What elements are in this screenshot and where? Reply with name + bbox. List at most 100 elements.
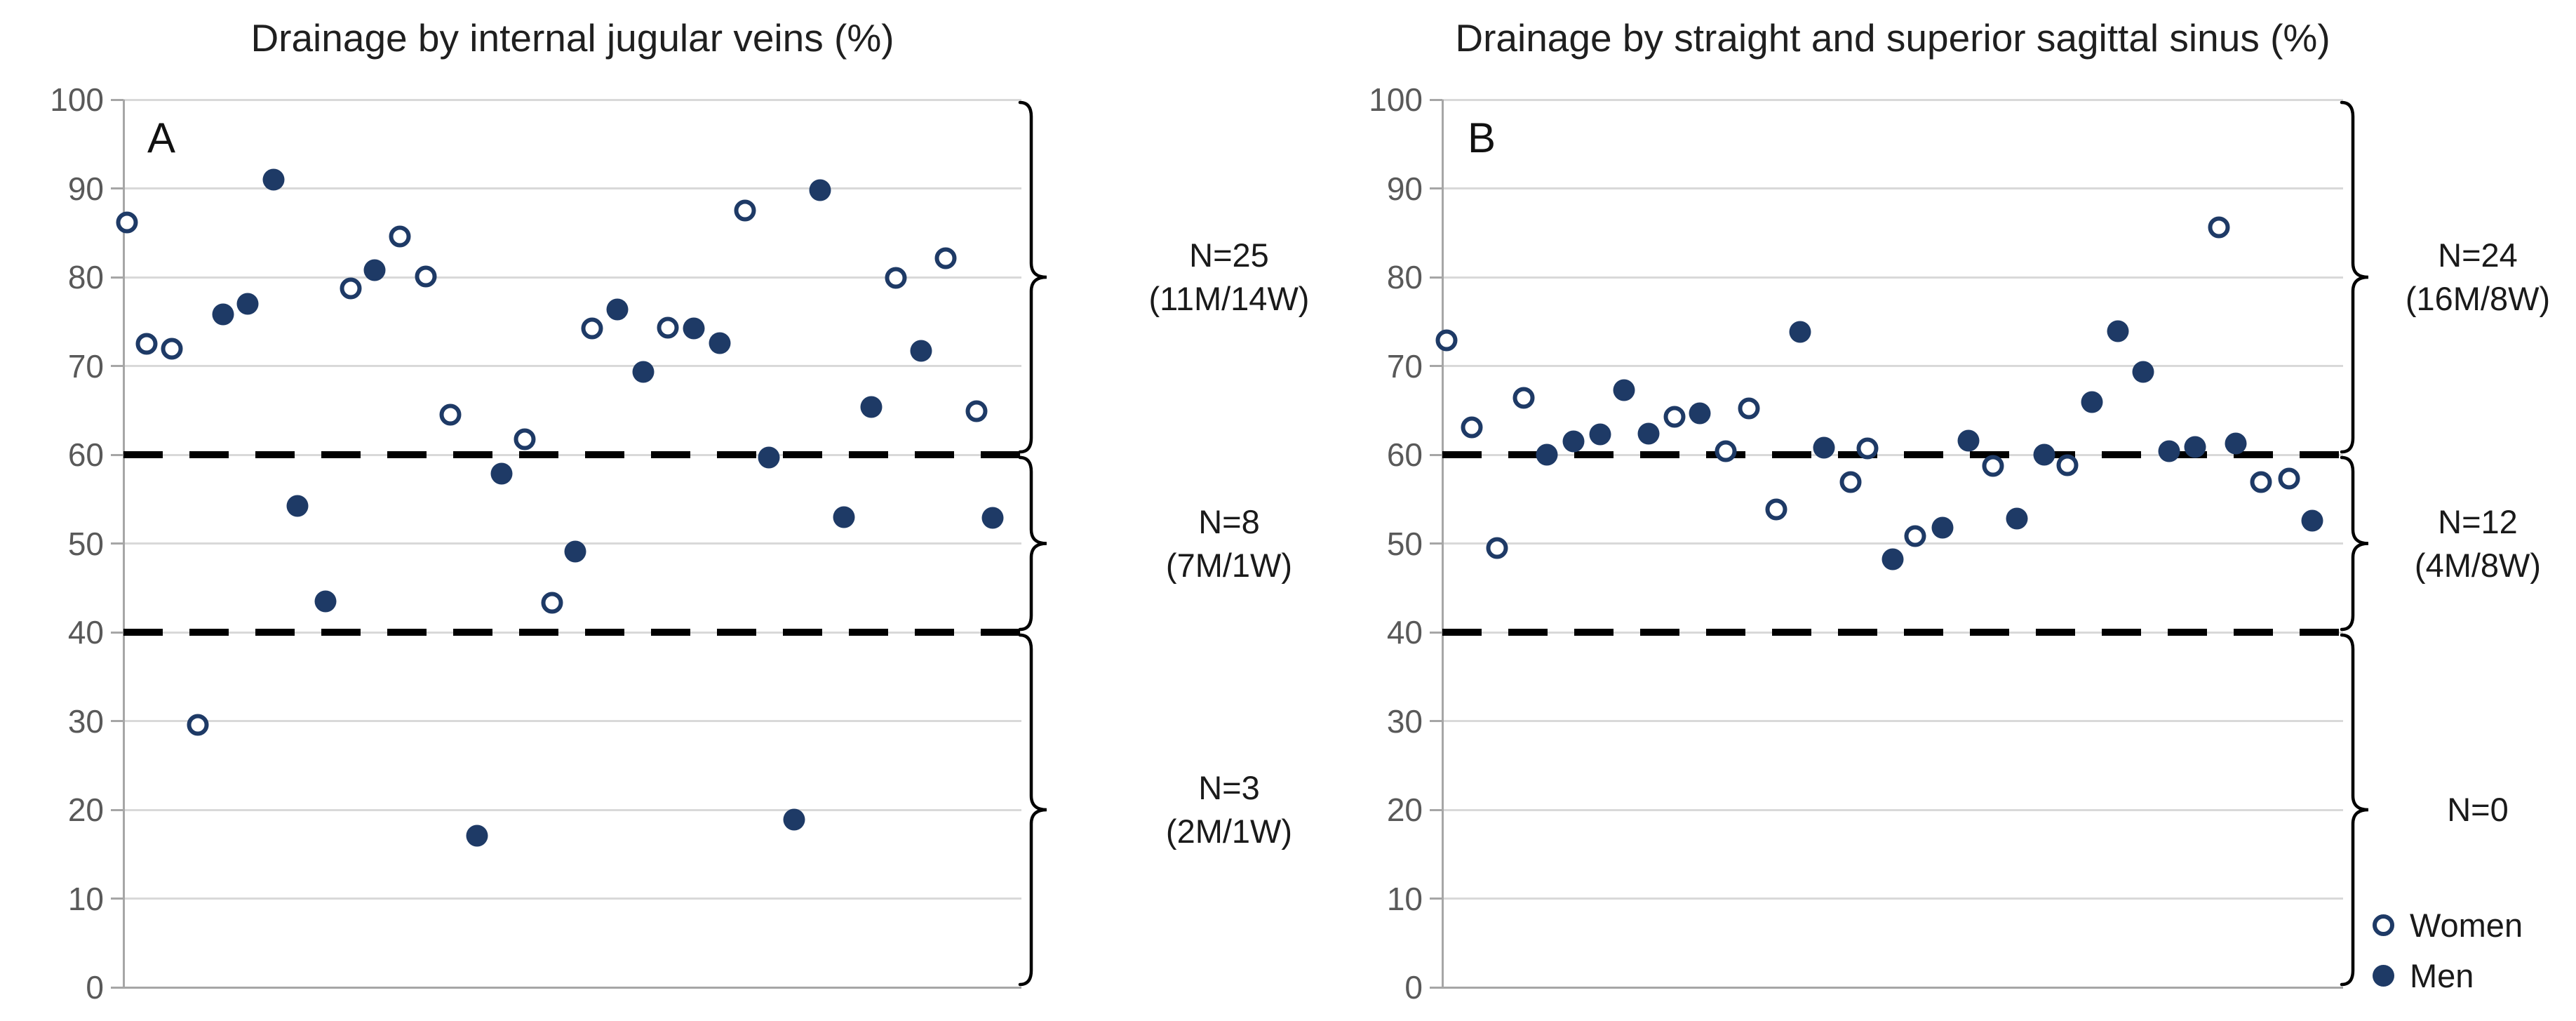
y-axis-label-40: 40 xyxy=(1386,614,1423,650)
y-axis-tick xyxy=(1430,187,1442,189)
data-point-men xyxy=(2033,443,2055,466)
gridline-70 xyxy=(123,365,1021,367)
data-point-men xyxy=(262,168,285,191)
data-point-men xyxy=(1931,516,1954,539)
curly-bracket xyxy=(2340,455,2369,632)
data-point-men xyxy=(606,298,629,321)
panel-a-title: Drainage by internal jugular veins (%) xyxy=(250,16,894,60)
data-point-women xyxy=(439,403,462,426)
data-point-women xyxy=(1486,537,1508,559)
y-axis-tick xyxy=(1430,98,1442,101)
data-point-women xyxy=(657,316,679,339)
y-axis-label-10: 10 xyxy=(67,880,104,917)
legend-item-women: Women xyxy=(2373,900,2523,950)
men-filled-circle-icon xyxy=(2373,964,2394,987)
data-point-men xyxy=(683,317,705,340)
data-point-men xyxy=(632,361,655,383)
data-point-men xyxy=(564,540,586,563)
y-axis-tick xyxy=(1430,720,1442,722)
legend-men-label: Men xyxy=(2410,956,2474,994)
y-axis-tick xyxy=(1430,542,1442,545)
data-point-women xyxy=(389,225,411,248)
data-point-women xyxy=(2208,216,2230,239)
data-point-women xyxy=(1904,525,1926,547)
y-axis-label-90: 90 xyxy=(1386,170,1423,207)
y-axis-tick xyxy=(111,187,123,189)
data-point-women xyxy=(1461,416,1483,439)
group-count: N=3 xyxy=(1198,769,1260,806)
panel-b-letter: B xyxy=(1468,114,1496,161)
panel-a-group-40-60: N=8 (7M/1W) xyxy=(1068,500,1390,587)
data-point-women xyxy=(340,277,362,300)
data-point-women xyxy=(135,333,158,355)
y-axis-tick xyxy=(111,98,123,101)
x-axis-line xyxy=(123,986,1021,989)
data-point-men xyxy=(2301,509,2323,532)
curly-bracket xyxy=(1018,633,1047,987)
group-count: N=24 xyxy=(2438,236,2518,274)
threshold-dashed-line-40 xyxy=(1442,629,2343,636)
data-point-women xyxy=(1715,440,1737,462)
gridline-10 xyxy=(1442,897,2343,900)
data-point-men xyxy=(758,446,780,469)
data-point-men xyxy=(809,179,831,201)
gridline-80 xyxy=(1442,276,2343,279)
data-point-women xyxy=(885,267,907,289)
data-point-men xyxy=(363,259,386,281)
data-point-women xyxy=(1765,498,1787,521)
group-detail: (2M/1W) xyxy=(1165,813,1293,850)
group-count: N=8 xyxy=(1198,502,1260,540)
data-point-men xyxy=(286,495,309,517)
threshold-dashed-line-60 xyxy=(1442,451,2343,458)
y-axis-tick xyxy=(1430,276,1442,279)
data-point-men xyxy=(709,332,731,354)
y-axis-label-80: 80 xyxy=(1386,259,1423,295)
y-axis-label-100: 100 xyxy=(50,81,104,118)
data-point-men xyxy=(1562,430,1585,453)
data-point-men xyxy=(2132,361,2154,383)
y-axis-line xyxy=(122,100,125,989)
group-detail: (7M/1W) xyxy=(1165,546,1293,584)
data-point-women xyxy=(581,317,603,340)
data-point-women xyxy=(1435,329,1458,352)
data-point-men xyxy=(1957,429,1980,452)
data-point-women xyxy=(1512,387,1535,409)
y-axis-label-90: 90 xyxy=(67,170,104,207)
threshold-dashed-line-40 xyxy=(123,629,1021,636)
y-axis-tick xyxy=(1430,631,1442,634)
y-axis-tick xyxy=(111,276,123,279)
gridline-50 xyxy=(1442,542,2343,545)
legend-item-men: Men xyxy=(2373,950,2523,1001)
panel-a-group-above-60: N=25 (11M/14W) xyxy=(1068,234,1390,321)
y-axis-tick xyxy=(1430,453,1442,456)
y-axis-tick xyxy=(111,542,123,545)
y-axis-label-70: 70 xyxy=(67,347,104,385)
y-axis-label-70: 70 xyxy=(1386,347,1423,385)
y-axis-label-0: 0 xyxy=(1404,969,1423,1006)
data-point-women xyxy=(2278,467,2300,490)
y-axis-label-50: 50 xyxy=(67,525,104,562)
data-point-men xyxy=(1589,423,1611,446)
y-axis-tick xyxy=(111,808,123,811)
gridline-100 xyxy=(1442,98,2343,101)
data-point-women xyxy=(2250,471,2272,493)
y-axis-tick xyxy=(111,631,123,634)
gridline-90 xyxy=(123,187,1021,189)
data-point-men xyxy=(783,808,805,831)
y-axis-label-100: 100 xyxy=(1369,81,1423,118)
y-axis-tick xyxy=(111,720,123,722)
data-point-men xyxy=(1613,379,1635,401)
y-axis-label-30: 30 xyxy=(67,702,104,740)
data-point-women xyxy=(161,338,183,360)
panel-a-brackets xyxy=(1018,100,1047,987)
y-axis-label-30: 30 xyxy=(1386,702,1423,740)
data-point-men xyxy=(236,293,259,315)
y-axis-tick xyxy=(111,365,123,367)
panel-b-title: Drainage by straight and superior sagitt… xyxy=(1455,16,2330,60)
women-open-circle-icon xyxy=(2373,914,2394,936)
y-axis-label-0: 0 xyxy=(86,969,104,1006)
y-axis-tick xyxy=(1430,365,1442,367)
data-point-women xyxy=(514,428,536,451)
data-point-men xyxy=(1689,402,1711,425)
y-axis-label-60: 60 xyxy=(67,436,104,473)
